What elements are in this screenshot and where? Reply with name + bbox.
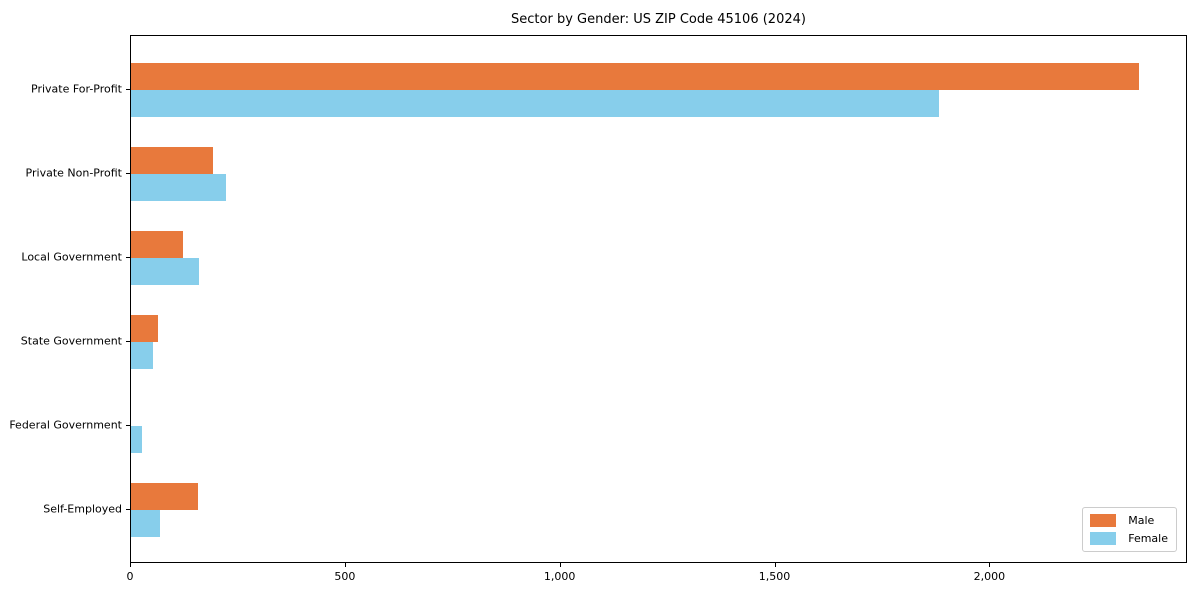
- bar-female-private-non-profit: [131, 174, 226, 202]
- chart-title: Sector by Gender: US ZIP Code 45106 (202…: [511, 12, 806, 27]
- male-legend-label: Male: [1128, 514, 1155, 527]
- bar-female-local-government: [131, 258, 199, 286]
- y-tick-mark: [126, 340, 130, 342]
- legend-row-male: Male: [1090, 514, 1168, 527]
- x-tick-label: 2,000: [973, 570, 1006, 583]
- legend: Male Female: [1082, 507, 1177, 552]
- y-tick-mark: [126, 424, 130, 426]
- x-tick-mark: [774, 563, 776, 567]
- bar-female-private-for-profit: [131, 90, 939, 118]
- plot-area: Male Female: [130, 35, 1187, 563]
- y-tick-mark: [126, 257, 130, 259]
- y-tick-label: Private Non-Profit: [25, 166, 122, 180]
- y-tick-mark: [126, 508, 130, 510]
- y-tick-label: Self-Employed: [43, 502, 122, 516]
- legend-row-female: Female: [1090, 532, 1168, 545]
- bar-male-self-employed: [131, 482, 199, 510]
- x-tick-mark: [559, 563, 561, 567]
- y-tick-mark: [126, 173, 130, 175]
- y-tick-label: Federal Government: [9, 418, 122, 432]
- bar-female-state-government: [131, 341, 154, 369]
- x-tick-label: 500: [334, 570, 356, 583]
- bar-female-federal-government: [131, 425, 142, 453]
- bar-male-private-for-profit: [131, 63, 1139, 91]
- bar-male-state-government: [131, 314, 158, 342]
- x-tick-label: 1,000: [543, 570, 576, 583]
- x-tick-label: 1,500: [758, 570, 791, 583]
- bar-male-local-government: [131, 231, 184, 259]
- male-legend-swatch: [1090, 514, 1117, 527]
- x-tick-mark: [989, 563, 991, 567]
- y-tick-label: State Government: [20, 334, 122, 348]
- female-legend-label: Female: [1128, 532, 1168, 545]
- y-tick-label: Local Government: [21, 250, 122, 264]
- female-legend-swatch: [1090, 532, 1117, 545]
- y-tick-mark: [126, 89, 130, 91]
- x-tick-mark: [130, 563, 131, 567]
- bar-male-private-non-profit: [131, 147, 213, 175]
- y-tick-label: Private For-Profit: [31, 82, 122, 96]
- bar-female-self-employed: [131, 509, 161, 537]
- x-tick-label: 0: [126, 570, 134, 583]
- x-tick-mark: [344, 563, 346, 567]
